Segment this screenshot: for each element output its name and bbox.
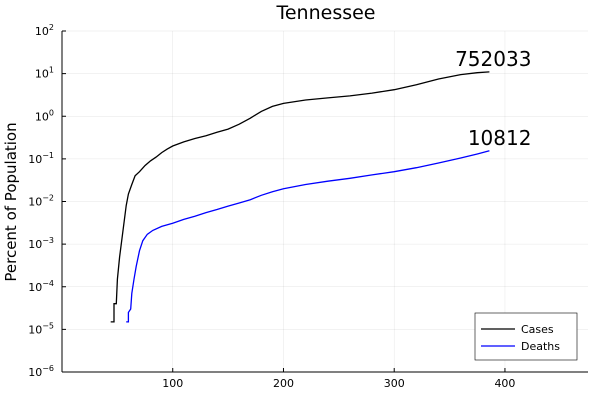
y-tick-label: 10−4	[28, 279, 54, 294]
series-line-deaths	[126, 150, 490, 323]
y-tick-label: 10−3	[28, 236, 54, 251]
y-tick-label: 10−5	[28, 321, 54, 336]
legend-box	[474, 312, 578, 361]
x-tick-label: 200	[273, 377, 294, 390]
series-line-cases	[110, 71, 490, 323]
series-lines	[110, 71, 490, 323]
x-tick-label: 400	[494, 377, 515, 390]
y-tick-label: 102	[35, 23, 54, 38]
legend-label-cases: Cases	[521, 323, 554, 336]
y-tick-label: 101	[35, 66, 54, 81]
y-tick-label: 10−2	[28, 194, 54, 209]
end-label-cases: 752033	[455, 47, 531, 71]
x-tick-label: 100	[162, 377, 183, 390]
legend-label-deaths: Deaths	[521, 340, 560, 353]
y-tick-label: 100	[35, 108, 54, 123]
axes: 100 200 300 400 10−6 10−5 10−4 10−3 10−2 10−1 100 1…	[28, 23, 588, 390]
y-axis-label: Percent of Population	[2, 122, 20, 281]
y-tick-label: 10−1	[28, 151, 54, 166]
end-label-deaths: 10812	[468, 126, 532, 150]
legend: Cases Deaths	[474, 312, 578, 361]
grid-lines	[62, 30, 588, 373]
x-tick-label: 300	[384, 377, 405, 390]
y-tick-label: 10−6	[28, 364, 54, 379]
chart-title: Tennessee	[275, 2, 375, 24]
end-labels: 752033 10812	[455, 47, 531, 150]
